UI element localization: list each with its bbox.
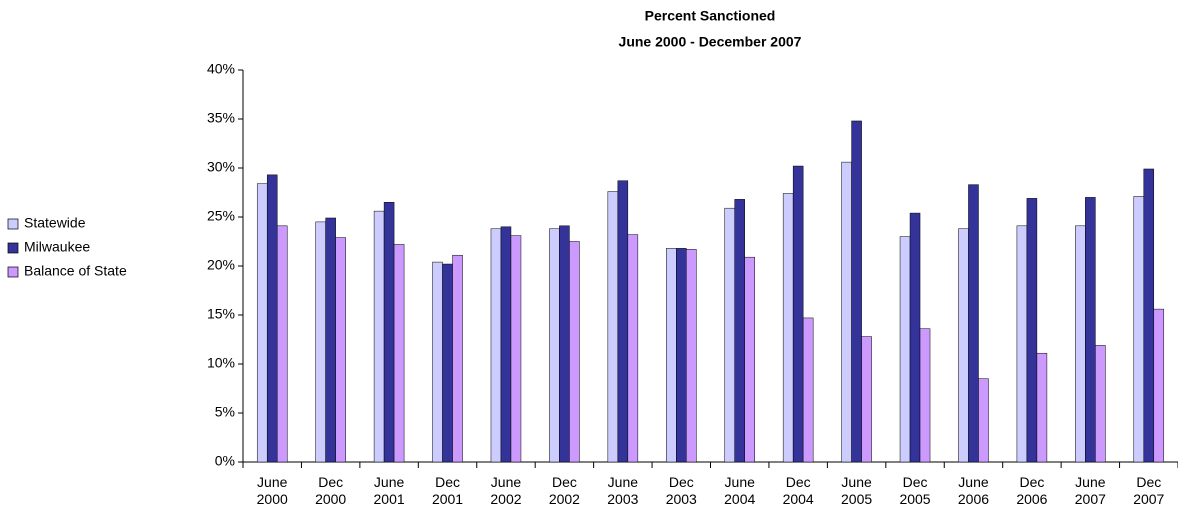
y-tick-label: 40%: [207, 61, 235, 77]
x-tick-label: June 2000: [256, 474, 288, 507]
bar: [919, 328, 931, 463]
bar: [432, 261, 443, 463]
x-tick-label: Dec 2005: [899, 474, 931, 507]
bar: [500, 226, 512, 463]
legend-swatch: [7, 218, 19, 230]
y-tick-label: 25%: [207, 208, 235, 224]
bar: [256, 183, 268, 463]
x-tick-label: June 2007: [1074, 474, 1106, 507]
bar: [734, 199, 745, 463]
y-tick-label: 20%: [207, 257, 235, 273]
bar: [899, 236, 911, 463]
x-tick-label: Dec 2006: [1016, 474, 1048, 507]
x-tick-label: Dec 2001: [431, 474, 464, 507]
legend-swatch: [7, 266, 19, 278]
bar: [266, 174, 278, 463]
y-tick-label: 35%: [207, 110, 235, 126]
bar: [452, 254, 463, 463]
bar: [335, 237, 346, 463]
bar: [373, 210, 385, 463]
x-tick-label: Dec 2000: [315, 474, 347, 507]
bar: [744, 256, 755, 463]
bar: [802, 317, 814, 463]
legend-label: Milwaukee: [24, 239, 90, 255]
bar: [325, 217, 336, 463]
bar: [383, 202, 395, 463]
bar: [861, 336, 872, 463]
x-tick-label: Dec 2004: [782, 474, 814, 507]
x-tick-label: June 2003: [607, 474, 639, 507]
chart-title: Percent Sanctioned: [645, 8, 776, 24]
bar: [569, 241, 580, 463]
bar: [676, 248, 687, 463]
bar: [724, 207, 735, 463]
bar: [968, 184, 979, 463]
bar: [559, 225, 570, 463]
bar: [315, 221, 326, 463]
bar: [393, 244, 405, 463]
bar: [607, 191, 619, 463]
bar: [686, 249, 697, 463]
y-tick-label: 30%: [207, 159, 235, 175]
bar: [1075, 225, 1086, 463]
bar: [1085, 197, 1096, 463]
bar: [1016, 225, 1028, 463]
bar: [617, 180, 629, 463]
y-tick-label: 0%: [215, 453, 235, 469]
bar: [666, 248, 677, 463]
legend-swatch: [7, 242, 19, 254]
x-tick-label: Dec 2007: [1133, 474, 1165, 507]
bar: [978, 378, 989, 463]
bar: [1143, 168, 1155, 463]
bar: [851, 120, 862, 463]
x-tick-label: Dec 2003: [665, 474, 697, 507]
bar: [958, 228, 969, 463]
bar: [841, 161, 852, 463]
bar: [490, 228, 502, 463]
bar: [510, 235, 522, 463]
y-tick-label: 10%: [207, 355, 235, 371]
bar: [909, 212, 921, 463]
x-tick-label: June 2002: [490, 474, 522, 507]
bar: [1026, 198, 1038, 463]
bar: [1095, 345, 1106, 463]
x-tick-label: Dec 2002: [548, 474, 580, 507]
chart-subtitle: June 2000 - December 2007: [619, 34, 802, 50]
legend-label: Statewide: [24, 215, 86, 231]
x-tick-label: June 2005: [841, 474, 873, 507]
bar: [1036, 352, 1048, 463]
legend-label: Balance of State: [24, 263, 127, 279]
y-tick-label: 15%: [207, 306, 235, 322]
bar: [549, 228, 560, 463]
bar: [1133, 196, 1145, 463]
bar: [627, 234, 639, 463]
x-tick-label: June 2006: [957, 474, 990, 507]
bar: [276, 225, 288, 463]
bar: [782, 193, 794, 463]
bar: [442, 263, 453, 463]
x-tick-label: June 2004: [724, 474, 756, 507]
y-tick-label: 5%: [215, 404, 235, 420]
x-tick-label: June 2001: [373, 474, 405, 507]
bar: [1153, 308, 1165, 463]
bar: [792, 165, 804, 463]
